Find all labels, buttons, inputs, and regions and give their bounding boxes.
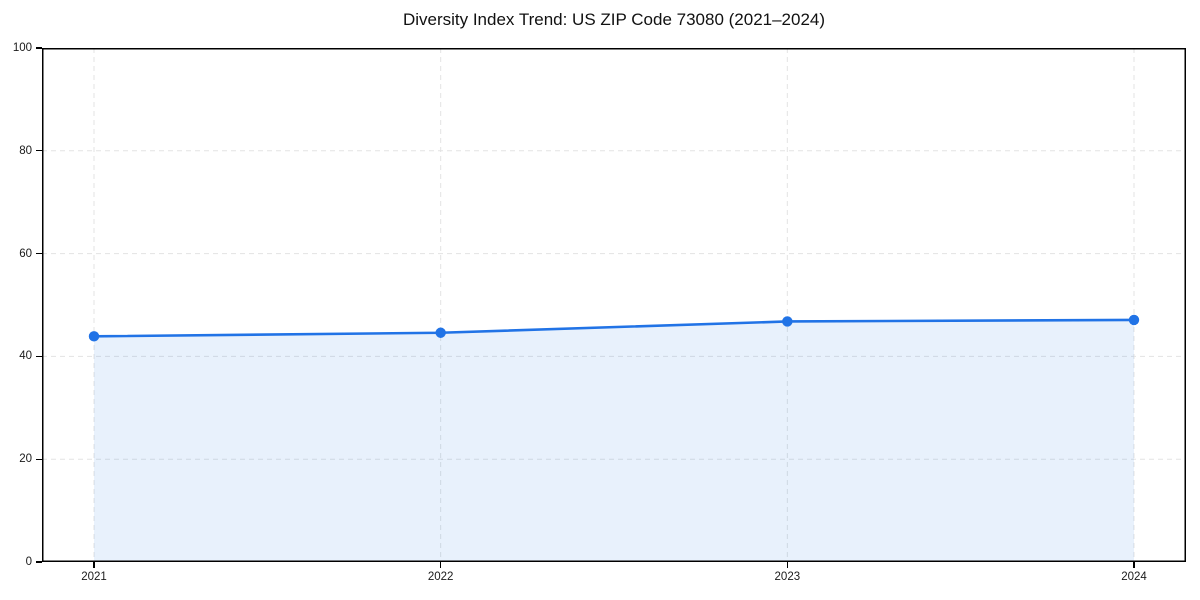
y-tick-label: 100: [12, 42, 32, 54]
y-tick-mark: [36, 47, 42, 49]
x-tick-mark: [786, 562, 788, 568]
y-tick-mark: [36, 150, 42, 152]
y-tick-label: 40: [19, 350, 32, 363]
y-tick-mark: [36, 355, 42, 357]
x-tick-label: 2024: [1121, 571, 1147, 583]
plot-area: [42, 48, 1186, 562]
y-tick-mark: [36, 253, 42, 255]
area-fill: [94, 319, 1134, 562]
y-tick-label: 60: [19, 247, 32, 260]
trend-line: [92, 318, 1136, 338]
y-tick-mark: [36, 561, 42, 563]
x-tick-mark: [93, 562, 95, 568]
x-tick-mark: [1133, 562, 1135, 568]
y-tick-mark: [36, 458, 42, 460]
chart-title: Diversity Index Trend: US ZIP Code 73080…: [402, 10, 826, 29]
x-tick-label: 2023: [774, 571, 801, 583]
x-tick-label: 2022: [427, 571, 454, 583]
y-tick-label: 80: [19, 144, 32, 157]
data-point-marker: [1128, 314, 1140, 326]
data-point-marker: [782, 316, 793, 327]
plot-border: [42, 48, 1186, 562]
data-point-marker: [88, 331, 100, 342]
y-tick-label: 20: [19, 453, 32, 466]
data-point-marker: [435, 327, 446, 338]
y-tick-label: 0: [25, 556, 32, 568]
x-tick-label: 2021: [81, 571, 107, 583]
x-tick-mark: [440, 562, 442, 568]
